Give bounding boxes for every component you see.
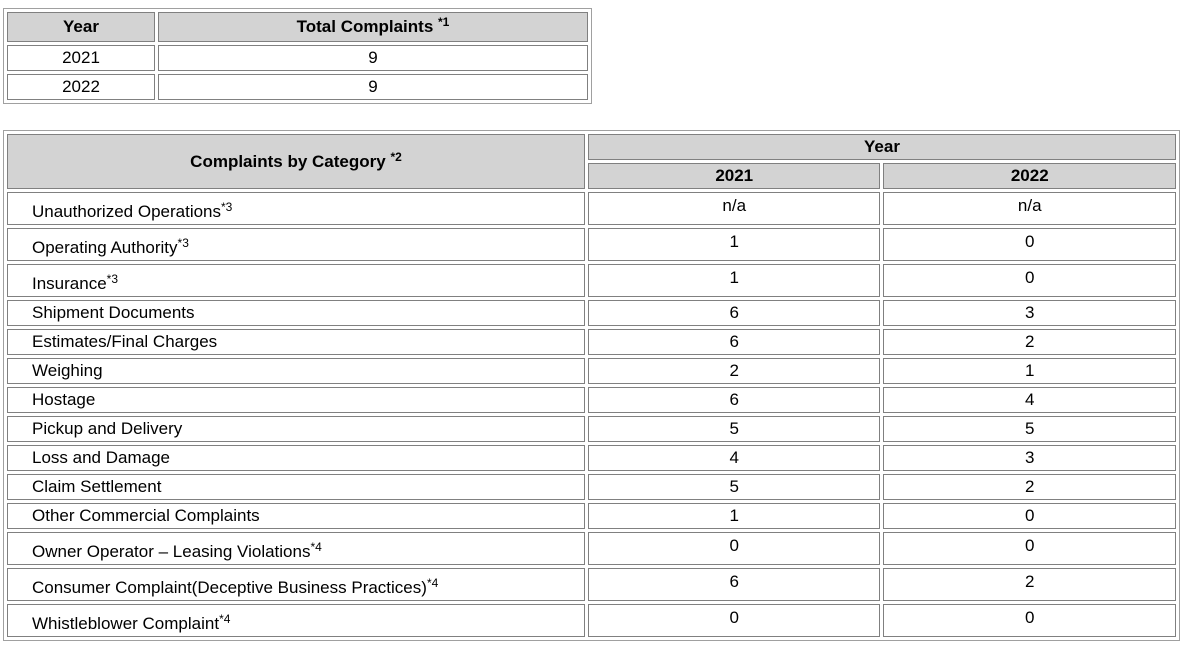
category-cell: Whistleblower Complaint*4 [7,604,585,637]
value-2022-cell: 2 [883,329,1176,355]
table-row: Estimates/Final Charges 6 2 [7,329,1176,355]
value-2022-cell: 4 [883,387,1176,413]
category-cell: Other Commercial Complaints [7,503,585,529]
footnote-marker: *3 [221,200,233,214]
category-label: Claim Settlement [32,477,162,496]
year-cell: 2022 [7,74,155,100]
value-2022-cell: 0 [883,503,1176,529]
value-2022-cell: 2 [883,568,1176,601]
category-label: Whistleblower Complaint [32,614,220,633]
category-cell: Pickup and Delivery [7,416,585,442]
table-header-row: Year Total Complaints *1 [7,12,588,42]
category-label: Shipment Documents [32,303,195,322]
value-2022-cell: 3 [883,300,1176,326]
year-header: Year [7,12,155,42]
value-2021-cell: 5 [587,474,881,500]
category-cell: Loss and Damage [7,445,585,471]
category-table-body: Unauthorized Operations*3 n/a n/a Operating… [7,192,1176,637]
table-row: Unauthorized Operations*3 n/a n/a [7,192,1176,225]
value-2022-cell: 0 [883,604,1176,637]
footnote-marker: *3 [106,272,119,286]
category-cell: Owner Operator – Leasing Violations*4 [7,532,585,565]
category-label: Hostage [32,390,96,409]
table-row: Shipment Documents 6 3 [7,300,1176,326]
category-label: Weighing [32,361,103,380]
complaints-by-category-table: Complaints by Category *2 Year 2021 2022… [3,130,1180,641]
value-2021-cell: 1 [587,503,881,529]
value-2021-cell: 1 [587,264,881,297]
value-2022-cell: 1 [883,358,1176,384]
table-row: Other Commercial Complaints 1 0 [7,503,1176,529]
total-complaints-header-label: Total Complaints [296,17,434,36]
table-header-row: Complaints by Category *2 Year [7,134,1176,189]
footnote-marker: *4 [310,540,322,554]
value-2021-cell: 0 [587,532,881,565]
category-label: Loss and Damage [32,448,170,467]
table-row: Whistleblower Complaint*4 0 0 [7,604,1176,637]
year-group-header: Year [587,134,1176,160]
table-row: Pickup and Delivery 5 5 [7,416,1176,442]
category-label: Unauthorized Operations [32,202,222,221]
value-2021-cell: 6 [587,387,881,413]
table-header-row: 2021 2022 [7,163,1176,189]
footnote-marker: *1 [438,15,450,29]
value-2022-cell: 2 [883,474,1176,500]
table-row: Weighing 2 1 [7,358,1176,384]
year-2022-header: 2022 [883,163,1176,189]
table-row: Claim Settlement 5 2 [7,474,1176,500]
value-2022-cell: 0 [883,228,1176,261]
value-2021-cell: 6 [587,568,881,601]
table-row: Insurance*3 1 0 [7,264,1176,297]
total-cell: 9 [158,45,588,71]
table-row: 2021 9 [7,45,588,71]
value-2021-cell: n/a [587,192,881,225]
category-cell: Weighing [7,358,585,384]
category-label: Owner Operator – Leasing Violations [32,542,311,561]
value-2022-cell: 0 [883,264,1176,297]
value-2021-cell: 4 [587,445,881,471]
year-2021-header: 2021 [587,163,881,189]
table-row: Operating Authority*3 1 0 [7,228,1176,261]
value-2021-cell: 1 [587,228,881,261]
total-cell: 9 [158,74,588,100]
category-cell: Claim Settlement [7,474,585,500]
category-label: Estimates/Final Charges [32,332,218,351]
table-row: Loss and Damage 4 3 [7,445,1176,471]
value-2022-cell: n/a [883,192,1176,225]
value-2021-cell: 5 [587,416,881,442]
footnote-marker: *2 [390,149,402,164]
year-header-label: Year [63,17,99,36]
footnote-marker: *3 [177,236,189,250]
table-row: Hostage 6 4 [7,387,1176,413]
category-header-label: Complaints by Category [190,151,386,171]
category-cell: Shipment Documents [7,300,585,326]
category-label: Other Commercial Complaints [32,506,260,525]
category-cell: Insurance*3 [7,264,585,297]
category-label: Pickup and Delivery [32,419,183,438]
category-header: Complaints by Category *2 [7,134,585,189]
table-row: Consumer Complaint(Deceptive Business Pr… [7,568,1176,601]
table-row: 2022 9 [7,74,588,100]
value-2022-cell: 5 [883,416,1176,442]
category-label: Operating Authority [32,238,178,257]
value-2022-cell: 3 [883,445,1176,471]
category-cell: Hostage [7,387,585,413]
value-2021-cell: 2 [587,358,881,384]
footnote-marker: *4 [219,612,231,626]
footnote-marker: *4 [426,576,439,590]
year-cell: 2021 [7,45,155,71]
table-row: Owner Operator – Leasing Violations*4 0 0 [7,532,1176,565]
category-label: Insurance [32,274,107,293]
value-2021-cell: 0 [587,604,881,637]
value-2021-cell: 6 [587,300,881,326]
total-complaints-table: Year Total Complaints *1 2021 9 2022 9 [3,8,592,104]
category-cell: Consumer Complaint(Deceptive Business Pr… [7,568,585,601]
category-label: Consumer Complaint(Deceptive Business Pr… [32,578,427,597]
category-cell: Unauthorized Operations*3 [7,192,585,225]
category-cell: Operating Authority*3 [7,228,585,261]
value-2021-cell: 6 [587,329,881,355]
value-2022-cell: 0 [883,532,1176,565]
total-complaints-header: Total Complaints *1 [158,12,588,42]
category-cell: Estimates/Final Charges [7,329,585,355]
